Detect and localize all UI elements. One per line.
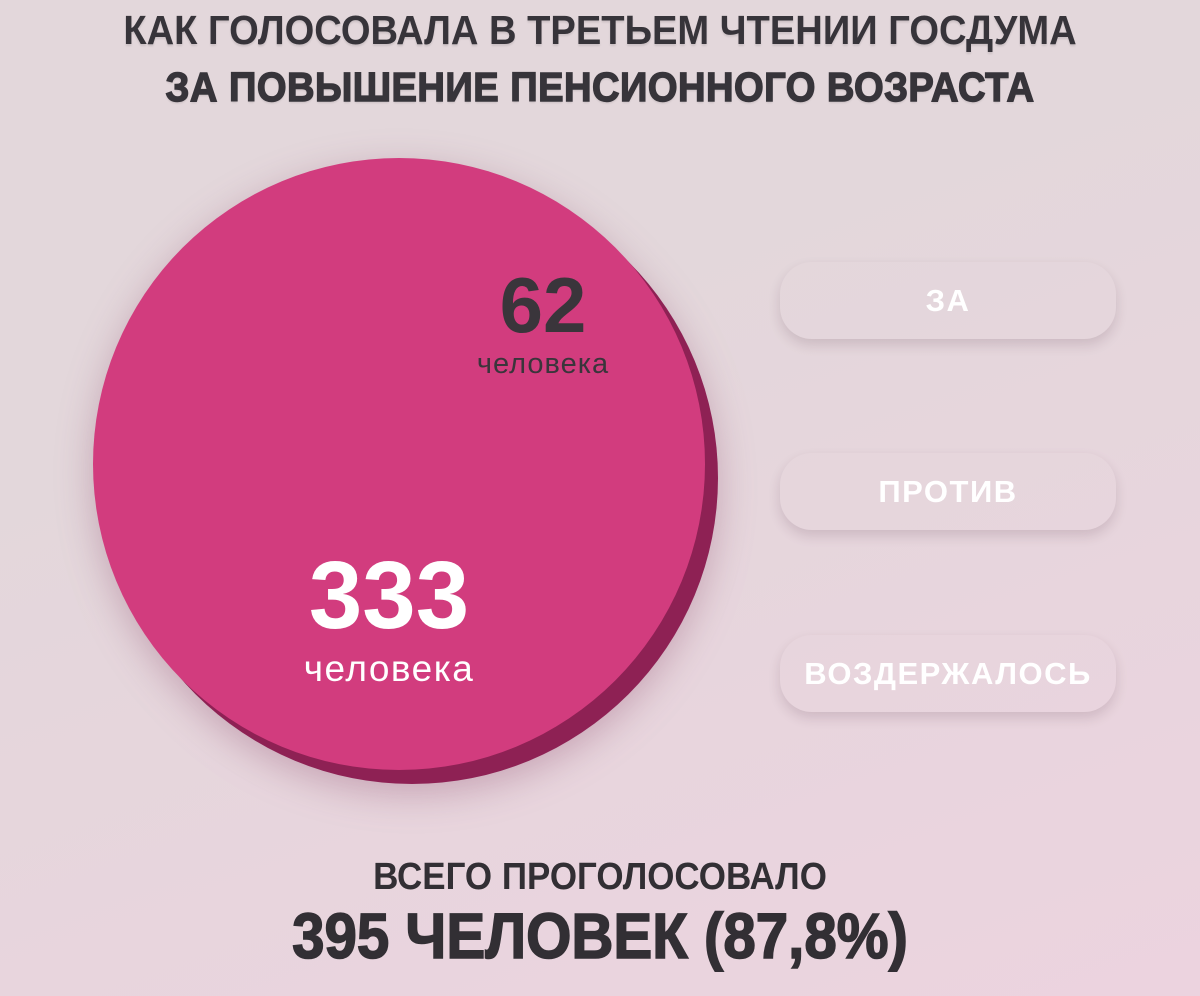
slice-value-protiv: 62	[499, 261, 587, 349]
pie-slice-za	[93, 158, 705, 770]
slice-unit-protiv: человека	[476, 348, 610, 380]
slice-label-protiv: 62 человека	[448, 266, 638, 379]
title-line-2: ЗА ПОВЫШЕНИЕ ПЕНСИОННОГО ВОЗРАСТА	[165, 64, 1035, 110]
footer-total-value: 395 ЧЕЛОВЕК (87,8%)	[291, 900, 908, 972]
slice-unit-za: человека	[303, 648, 475, 690]
footer-total-label: ВСЕГО ПРОГОЛОСОВАЛО	[373, 856, 827, 898]
footer-totals: ВСЕГО ПРОГОЛОСОВАЛО 395 ЧЕЛОВЕК (87,8%)	[0, 856, 1200, 972]
legend-item-za[interactable]: ЗА	[780, 262, 1116, 339]
slice-label-za: 333 человека	[234, 542, 544, 690]
page-title: КАК ГОЛОСОВАЛА В ТРЕТЬЕМ ЧТЕНИИ ГОСДУМА …	[0, 7, 1200, 110]
slice-value-za: 333	[308, 542, 470, 649]
legend-item-protiv[interactable]: ПРОТИВ	[780, 453, 1116, 530]
legend-item-vozderzhalos[interactable]: ВОЗДЕРЖАЛОСЬ	[780, 635, 1116, 712]
title-line-1: КАК ГОЛОСОВАЛА В ТРЕТЬЕМ ЧТЕНИИ ГОСДУМА	[123, 7, 1077, 53]
